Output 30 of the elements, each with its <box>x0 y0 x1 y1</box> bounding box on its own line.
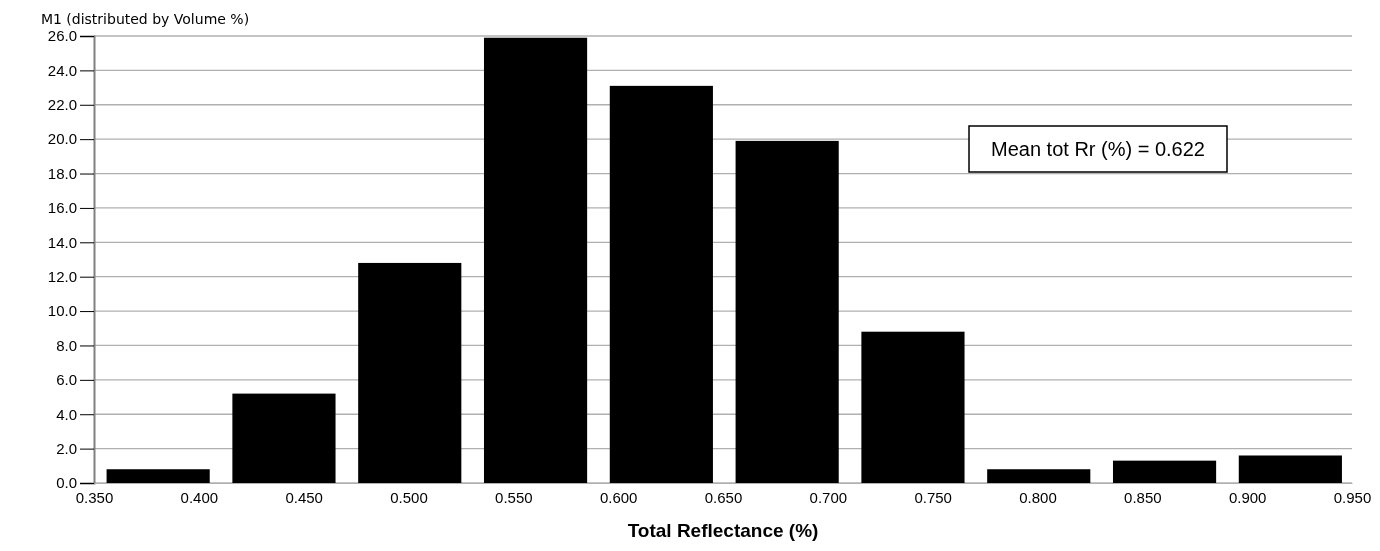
y-tick-label: 8.0 <box>56 336 77 354</box>
x-tick-label: 0.850 <box>1124 488 1162 506</box>
x-tick-label: 0.950 <box>1333 488 1372 506</box>
x-tick-label: 0.450 <box>285 488 323 506</box>
x-axis-title: Total Reflectance (%) <box>627 520 819 541</box>
y-tick-label: 18.0 <box>47 164 77 182</box>
annotation: Mean tot Rr (%) = 0.622 <box>991 138 1205 160</box>
y-tick-label: 26.0 <box>47 27 77 45</box>
y-tick-label: 10.0 <box>47 302 77 320</box>
x-tick-label: 0.750 <box>914 488 952 506</box>
y-tick-label: 2.0 <box>56 439 77 457</box>
y-tick-label: 20.0 <box>47 130 77 148</box>
y-tick-label: 16.0 <box>47 199 77 217</box>
x-tick-label: 0.650 <box>704 488 743 506</box>
y-tick-label: 24.0 <box>47 61 77 79</box>
x-tick-label: 0.350 <box>75 488 114 506</box>
y-tick-label: 4.0 <box>56 405 77 423</box>
x-tick-label: 0.600 <box>599 488 638 506</box>
x-tick-label: 0.900 <box>1228 488 1267 506</box>
y-tick-label: 6.0 <box>56 371 77 389</box>
x-tick-label: 0.400 <box>180 488 219 506</box>
y-tick-label: 0.0 <box>56 474 77 492</box>
y-tick-label: 14.0 <box>47 233 77 251</box>
x-tick-label: 0.500 <box>390 488 428 506</box>
chart-title: M1 (distributed by Volume %) <box>40 11 250 27</box>
x-tick-label: 0.700 <box>809 488 848 506</box>
x-tick-label: 0.800 <box>1019 488 1057 506</box>
y-tick-label: 22.0 <box>47 96 77 114</box>
y-tick-label: 12.0 <box>47 267 77 285</box>
x-tick-label: 0.550 <box>495 488 533 506</box>
